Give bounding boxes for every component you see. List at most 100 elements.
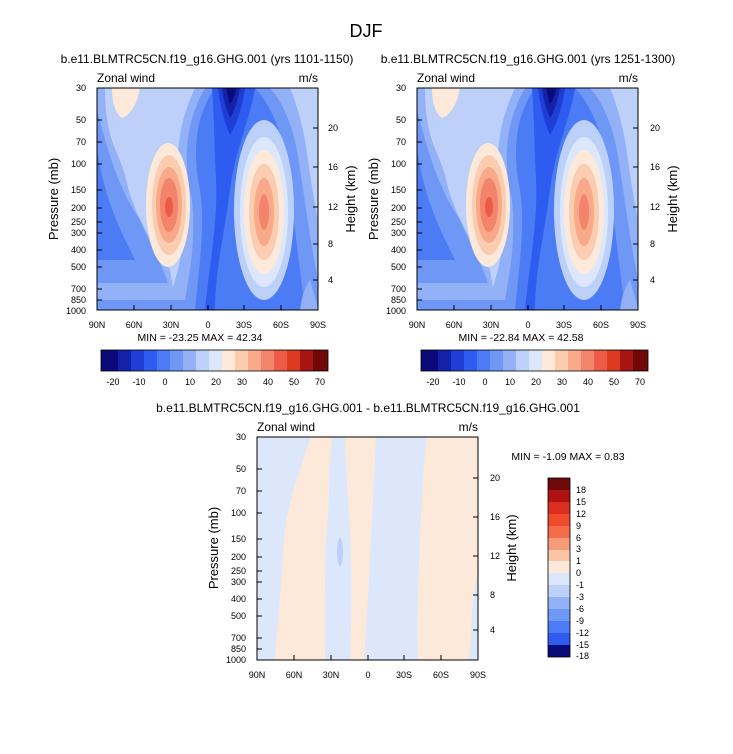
panel-3-x-tick: 90N [249, 670, 266, 680]
panel-1-y-tick: 400 [71, 245, 86, 255]
panel-1-y2-tick: 12 [328, 202, 338, 212]
panel-2-y-tick: 200 [391, 203, 406, 213]
panel-2-colorbar-label: -20 [426, 377, 439, 387]
panel-2-x-axis: 90N 60N 30N 0 30S 60S 90S [409, 305, 646, 330]
panel-3-y2-tick: 20 [490, 473, 500, 483]
panel-3-colorbar-label: -12 [576, 628, 589, 638]
panel-2-y-tick: 30 [396, 83, 406, 93]
panel-3-y2-tick-marks [473, 477, 478, 631]
panel-2-y2-tick: 4 [650, 275, 655, 285]
panel-1-title: b.e11.BLMTRC5CN.f19_g16.GHG.001 (yrs 110… [61, 52, 354, 66]
panel-3-y-tick: 50 [236, 464, 246, 474]
panel-3-small-negative-cell [337, 538, 343, 566]
panel-2-y2-tick: 20 [650, 123, 660, 133]
panel-1-colorbar-label: 0 [162, 377, 167, 387]
panel-2-colorbar-label: 50 [609, 377, 619, 387]
panel-3-left-label: Zonal wind [257, 420, 315, 434]
panel-1-y-tick: 700 [71, 284, 86, 294]
panel-2-contour-field [417, 88, 638, 310]
panel-3-y-axis: 30 50 70 100 150 200 250 300 400 500 700… [206, 432, 262, 665]
panel-3-colorbar-label: -1 [576, 580, 584, 590]
panel-1-y-tick-marks [97, 87, 102, 301]
panel-3-y-tick: 200 [231, 552, 246, 562]
panel-1-x-tick: 30S [236, 320, 252, 330]
panel-3-x-axis: 90N 60N 30N 0 30S 60S 90S [249, 655, 486, 680]
panel-1-right-label: m/s [299, 71, 318, 85]
panel-2-y2-axis: 4 8 12 16 20 Height (km) [633, 123, 680, 285]
panel-2: b.e11.BLMTRC5CN.f19_g16.GHG.001 (yrs 125… [366, 52, 680, 387]
panel-2-y-tick: 100 [391, 159, 406, 169]
panel-3-colorbar-label: 1 [576, 556, 581, 566]
panel-1-y-tick: 500 [71, 262, 86, 272]
panel-2-y-tick: 400 [391, 245, 406, 255]
panel-2-right-label: m/s [619, 71, 638, 85]
panel-3-colorbar-label: -3 [576, 592, 584, 602]
panel-3-title: b.e11.BLMTRC5CN.f19_g16.GHG.001 - b.e11.… [156, 401, 580, 415]
panel-2-y2-tick: 12 [650, 202, 660, 212]
panel-3-y2-axis: 4 8 12 16 20 Height (km) [473, 473, 519, 635]
panel-2-y-tick: 50 [396, 115, 406, 125]
panel-2-y2-tick: 16 [650, 162, 660, 172]
panel-1-x-tick: 90N [89, 320, 106, 330]
panel-1-min-max: MIN = -23.25 MAX = 42.34 [138, 332, 263, 344]
panel-2-y-tick: 700 [391, 284, 406, 294]
panel-1-y2-axis: 4 8 12 16 20 Height (km) [313, 123, 358, 285]
panel-3-y2-axis-label: Height (km) [504, 514, 519, 581]
panel-3-colorbar-label: -9 [576, 616, 584, 626]
panel-1: b.e11.BLMTRC5CN.f19_g16.GHG.001 (yrs 110… [46, 52, 358, 387]
panel-3-y-tick: 300 [231, 577, 246, 587]
panel-3-contour-field [257, 437, 478, 660]
panel-3-y-tick: 100 [231, 508, 246, 518]
panel-3-colorbar-label: 0 [576, 568, 581, 578]
panel-2-y-tick: 250 [391, 217, 406, 227]
panel-1-y2-tick: 4 [328, 275, 333, 285]
panel-2-y-axis-label: Pressure (mb) [366, 158, 381, 240]
panel-2-colorbar-label: 30 [557, 377, 567, 387]
panel-1-y2-tick: 16 [328, 162, 338, 172]
panel-1-y-axis-label: Pressure (mb) [46, 158, 61, 240]
panel-1-y-tick: 850 [71, 295, 86, 305]
panel-3-y-tick-marks [257, 436, 262, 650]
panel-2-x-tick: 90N [409, 320, 426, 330]
panel-3-y-tick: 400 [231, 594, 246, 604]
panel-3-x-tick: 0 [365, 670, 370, 680]
panel-3-y-tick: 850 [231, 644, 246, 654]
panel-1-colorbar: -20 -10 0 10 20 30 40 50 70 [100, 349, 329, 387]
panel-1-x-tick: 90S [310, 320, 326, 330]
panel-3-x-tick: 30N [323, 670, 340, 680]
panel-1-x-tick: 30N [163, 320, 180, 330]
panel-2-colorbar-label: 20 [531, 377, 541, 387]
panel-2-colorbar: -20 -10 0 10 20 30 40 50 70 [420, 349, 649, 387]
panel-1-colorbar-label: 10 [185, 377, 195, 387]
panel-2-y-tick: 1000 [386, 306, 406, 316]
panel-2-y-tick: 850 [391, 295, 406, 305]
panel-2-y-tick-marks [417, 87, 422, 301]
panel-1-y-tick: 70 [76, 137, 86, 147]
panel-3-x-tick: 60N [286, 670, 303, 680]
figure-title: DJF [350, 21, 383, 41]
panel-2-y2-tick-marks [633, 127, 638, 281]
panel-3-y-tick: 500 [231, 611, 246, 621]
panel-2-y-tick: 300 [391, 228, 406, 238]
panel-3-min-max: MIN = -1.09 MAX = 0.83 [511, 451, 624, 463]
panel-3-y-tick: 150 [231, 534, 246, 544]
panel-3-colorbar-label: -18 [576, 651, 589, 661]
panel-3-y-tick: 700 [231, 633, 246, 643]
panel-3-y2-tick: 12 [490, 551, 500, 561]
panel-2-x-tick-marks [416, 305, 639, 310]
panel-1-colorbar-label: -10 [132, 377, 145, 387]
panel-3-y-tick: 70 [236, 486, 246, 496]
panel-3-y-tick: 1000 [226, 655, 246, 665]
panel-1-left-label: Zonal wind [97, 71, 155, 85]
panel-3-x-tick-marks [256, 655, 479, 660]
panel-3-y-tick: 30 [236, 432, 246, 442]
panel-3: b.e11.BLMTRC5CN.f19_g16.GHG.001 - b.e11.… [156, 401, 625, 680]
panel-3-x-tick: 60S [433, 670, 449, 680]
panel-3-x-tick: 30S [396, 670, 412, 680]
panel-3-y-axis-label: Pressure (mb) [206, 507, 221, 589]
panel-2-colorbar-label: 0 [482, 377, 487, 387]
panel-3-colorbar-label: 9 [576, 521, 581, 531]
panel-2-x-tick: 0 [525, 320, 530, 330]
panel-3-y2-tick: 4 [490, 625, 495, 635]
panel-3-colorbar-label: -6 [576, 604, 584, 614]
